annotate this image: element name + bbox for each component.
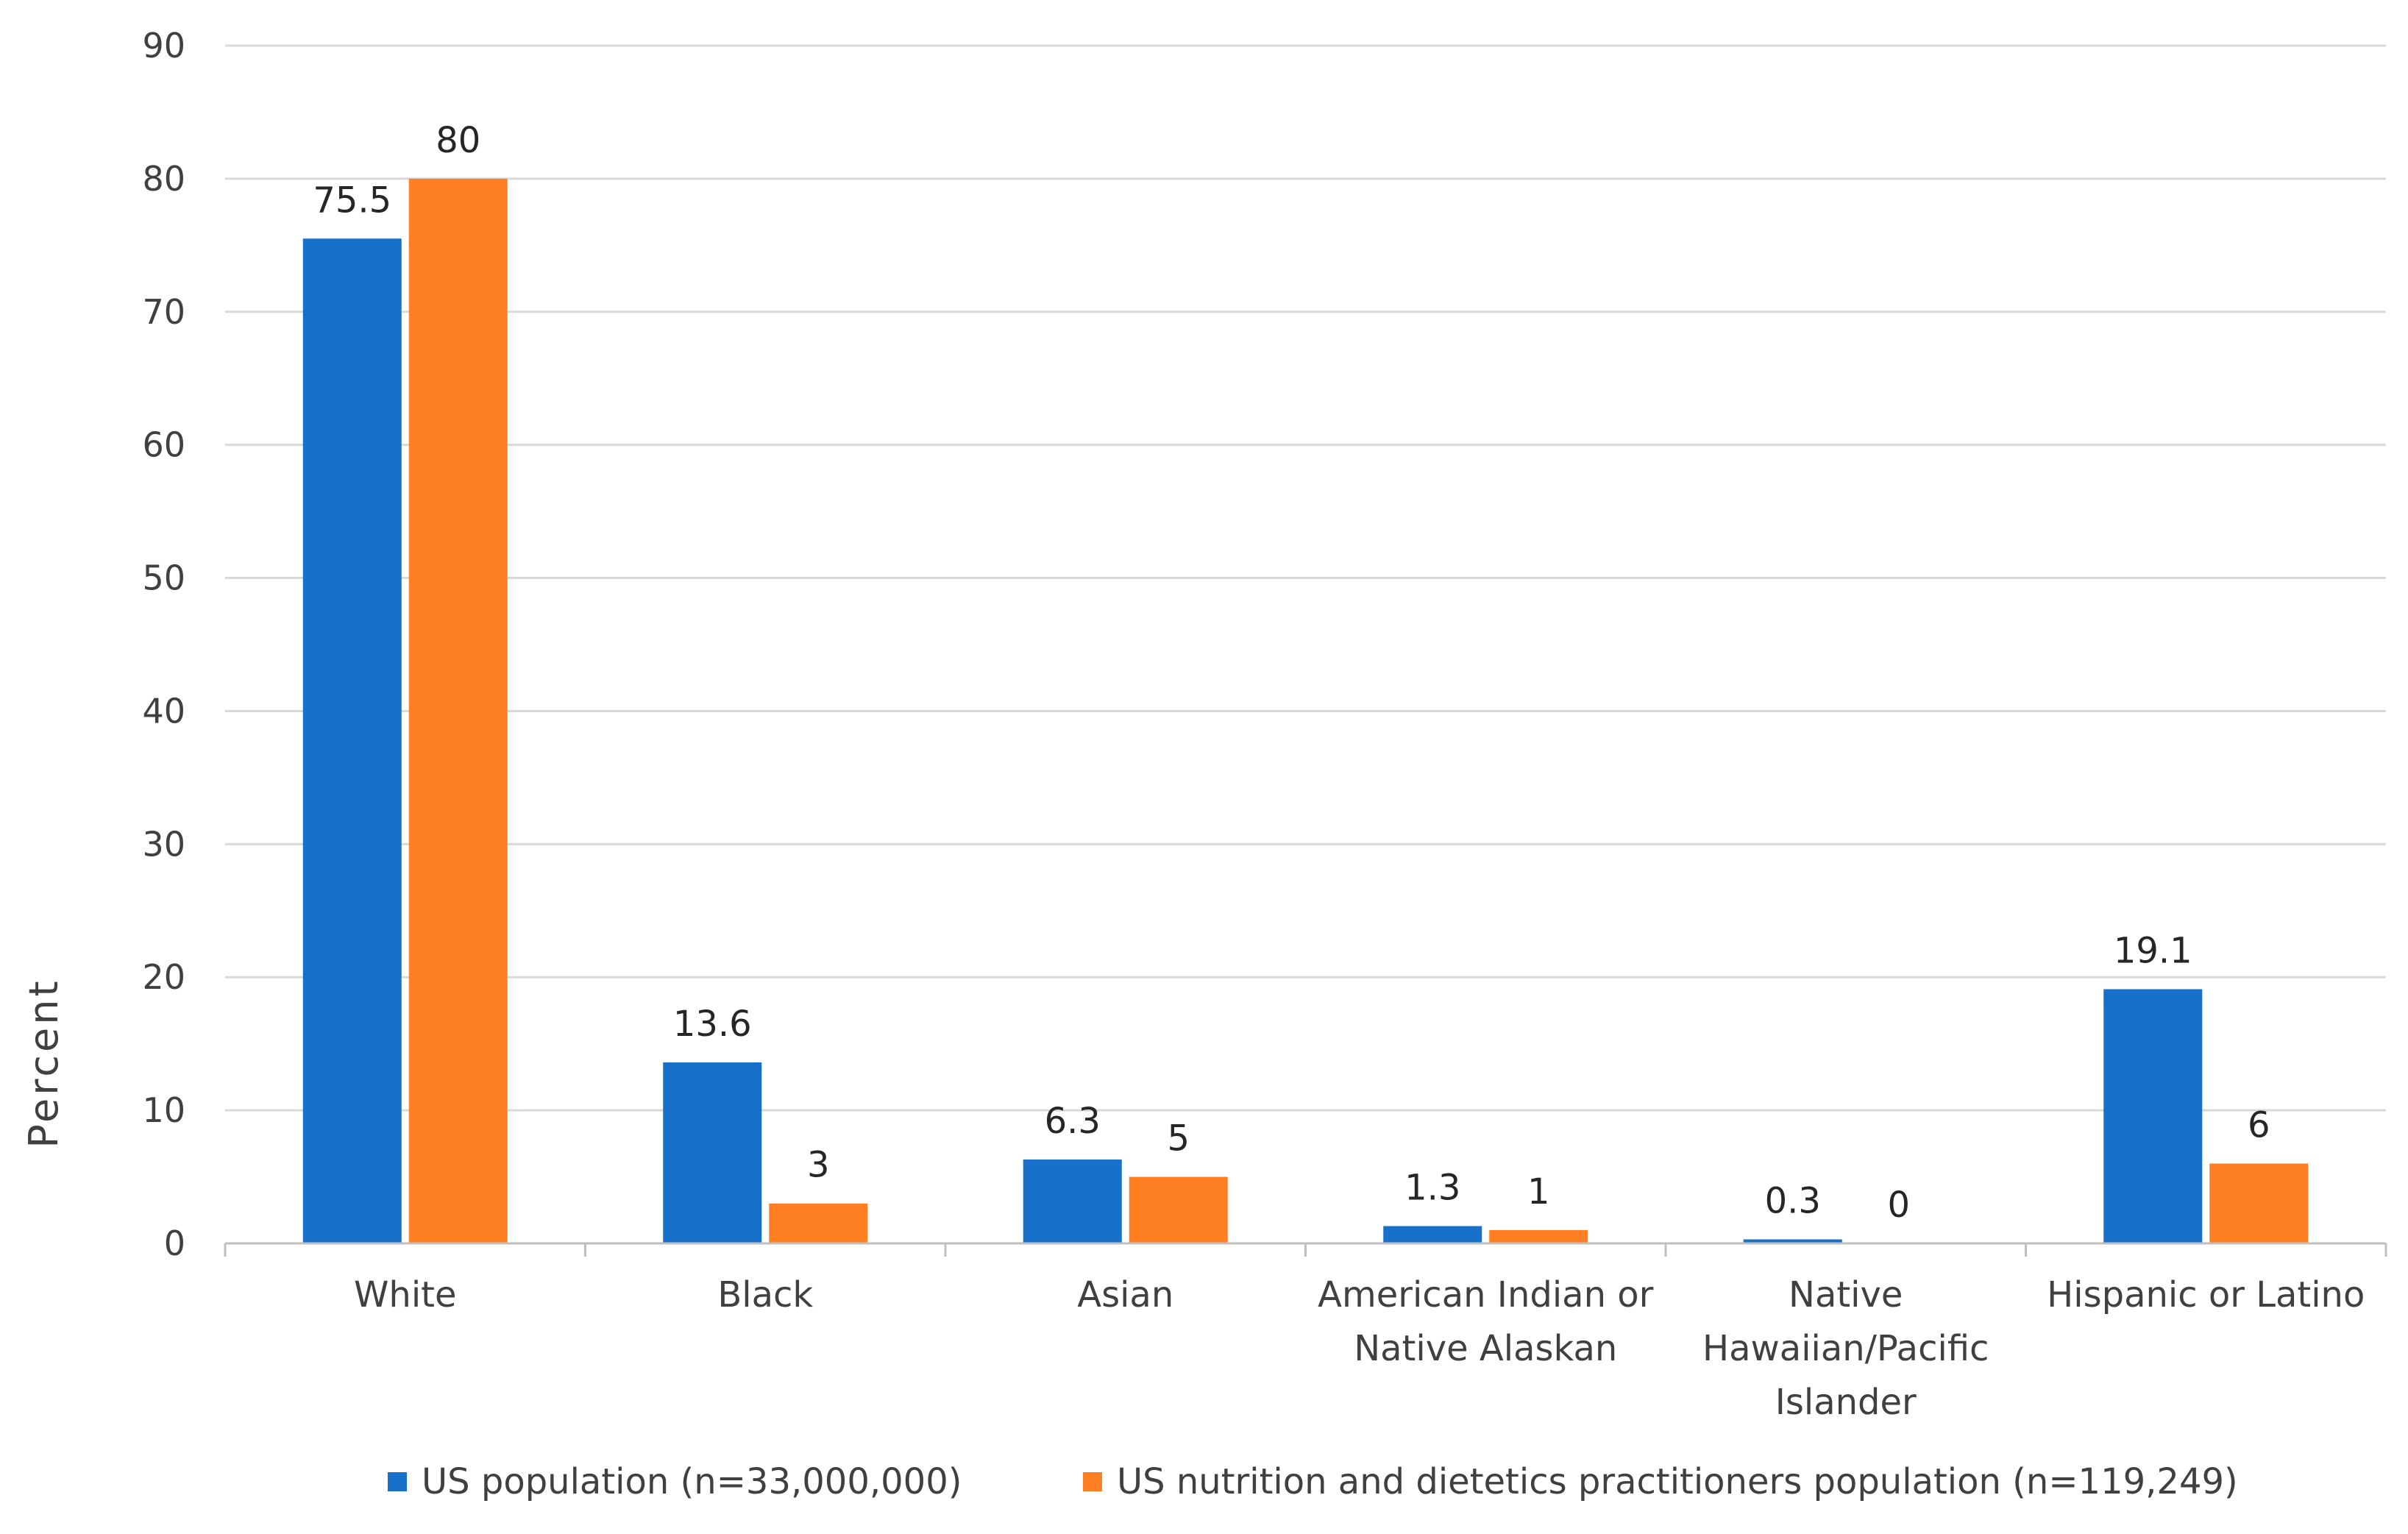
data-label: 1 xyxy=(1527,1171,1550,1212)
bar-practitioners-2 xyxy=(1129,1176,1228,1243)
x-category-label: American Indian or xyxy=(1318,1274,1654,1315)
y-tick-label: 20 xyxy=(142,957,185,997)
data-label: 6.3 xyxy=(1045,1101,1101,1142)
data-label: 1.3 xyxy=(1404,1167,1460,1208)
data-label: 75.5 xyxy=(313,180,391,221)
y-tick-label: 90 xyxy=(142,26,185,65)
category-labels: White Black Asian American Indian or Native … xyxy=(354,1274,2365,1423)
y-axis-title: Percent xyxy=(21,978,67,1148)
bar-us-population-5 xyxy=(2103,989,2203,1243)
y-tick-label: 50 xyxy=(142,558,185,598)
bar-us-population-2 xyxy=(1023,1160,1122,1243)
x-category-label: Native xyxy=(1789,1274,1903,1315)
legend-label: US nutrition and dietetics practitioners… xyxy=(1117,1461,2238,1502)
y-tick-label: 70 xyxy=(142,292,185,332)
x-axis xyxy=(224,1242,2387,1257)
bar-practitioners-5 xyxy=(2209,1163,2309,1243)
legend-swatch xyxy=(388,1472,407,1491)
x-category-label: Hispanic or Latino xyxy=(2047,1274,2365,1315)
data-label: 13.6 xyxy=(673,1004,752,1045)
bar-us-population-1 xyxy=(663,1062,762,1243)
bar-us-population-4 xyxy=(1743,1239,1842,1243)
data-labels: 75.5 80 13.6 3 6.3 5 1.3 1 0.3 0 19.1 6 xyxy=(313,120,2270,1226)
bar-us-population-3 xyxy=(1383,1226,1482,1243)
bar-us-population-0 xyxy=(302,238,402,1244)
data-label: 3 xyxy=(807,1145,830,1186)
bar-practitioners-0 xyxy=(408,178,508,1243)
data-label: 0 xyxy=(1887,1185,1910,1226)
data-label: 5 xyxy=(1167,1118,1190,1160)
legend-swatch xyxy=(1083,1472,1102,1491)
data-label: 0.3 xyxy=(1765,1181,1821,1222)
y-tick-label: 40 xyxy=(142,691,185,731)
data-label: 6 xyxy=(2248,1104,2270,1146)
y-tick-label: 10 xyxy=(142,1090,185,1130)
y-tick-label: 60 xyxy=(142,425,185,465)
y-tick-label: 0 xyxy=(164,1224,185,1263)
data-label: 80 xyxy=(436,120,480,161)
bars xyxy=(302,178,2309,1244)
bar-practitioners-1 xyxy=(769,1203,868,1243)
bar-practitioners-3 xyxy=(1489,1229,1588,1243)
x-category-label: Black xyxy=(717,1274,813,1315)
x-category-label: Asian xyxy=(1077,1274,1173,1315)
gridlines xyxy=(225,44,2386,1112)
x-category-label: White xyxy=(354,1274,457,1315)
legend-label: US population (n=33,000,000) xyxy=(422,1461,962,1502)
y-tick-label: 80 xyxy=(142,159,185,199)
x-category-label: Hawaiian/Pacific xyxy=(1702,1328,1989,1369)
x-category-label: Islander xyxy=(1775,1382,1917,1423)
data-label: 19.1 xyxy=(2114,931,2192,972)
legend: US population (n=33,000,000) US nutrition… xyxy=(388,1461,2238,1502)
x-category-label: Native Alaskan xyxy=(1354,1328,1617,1369)
y-tick-label: 30 xyxy=(142,824,185,864)
y-axis-ticks: 0 10 20 30 40 50 60 70 80 90 xyxy=(142,26,185,1263)
